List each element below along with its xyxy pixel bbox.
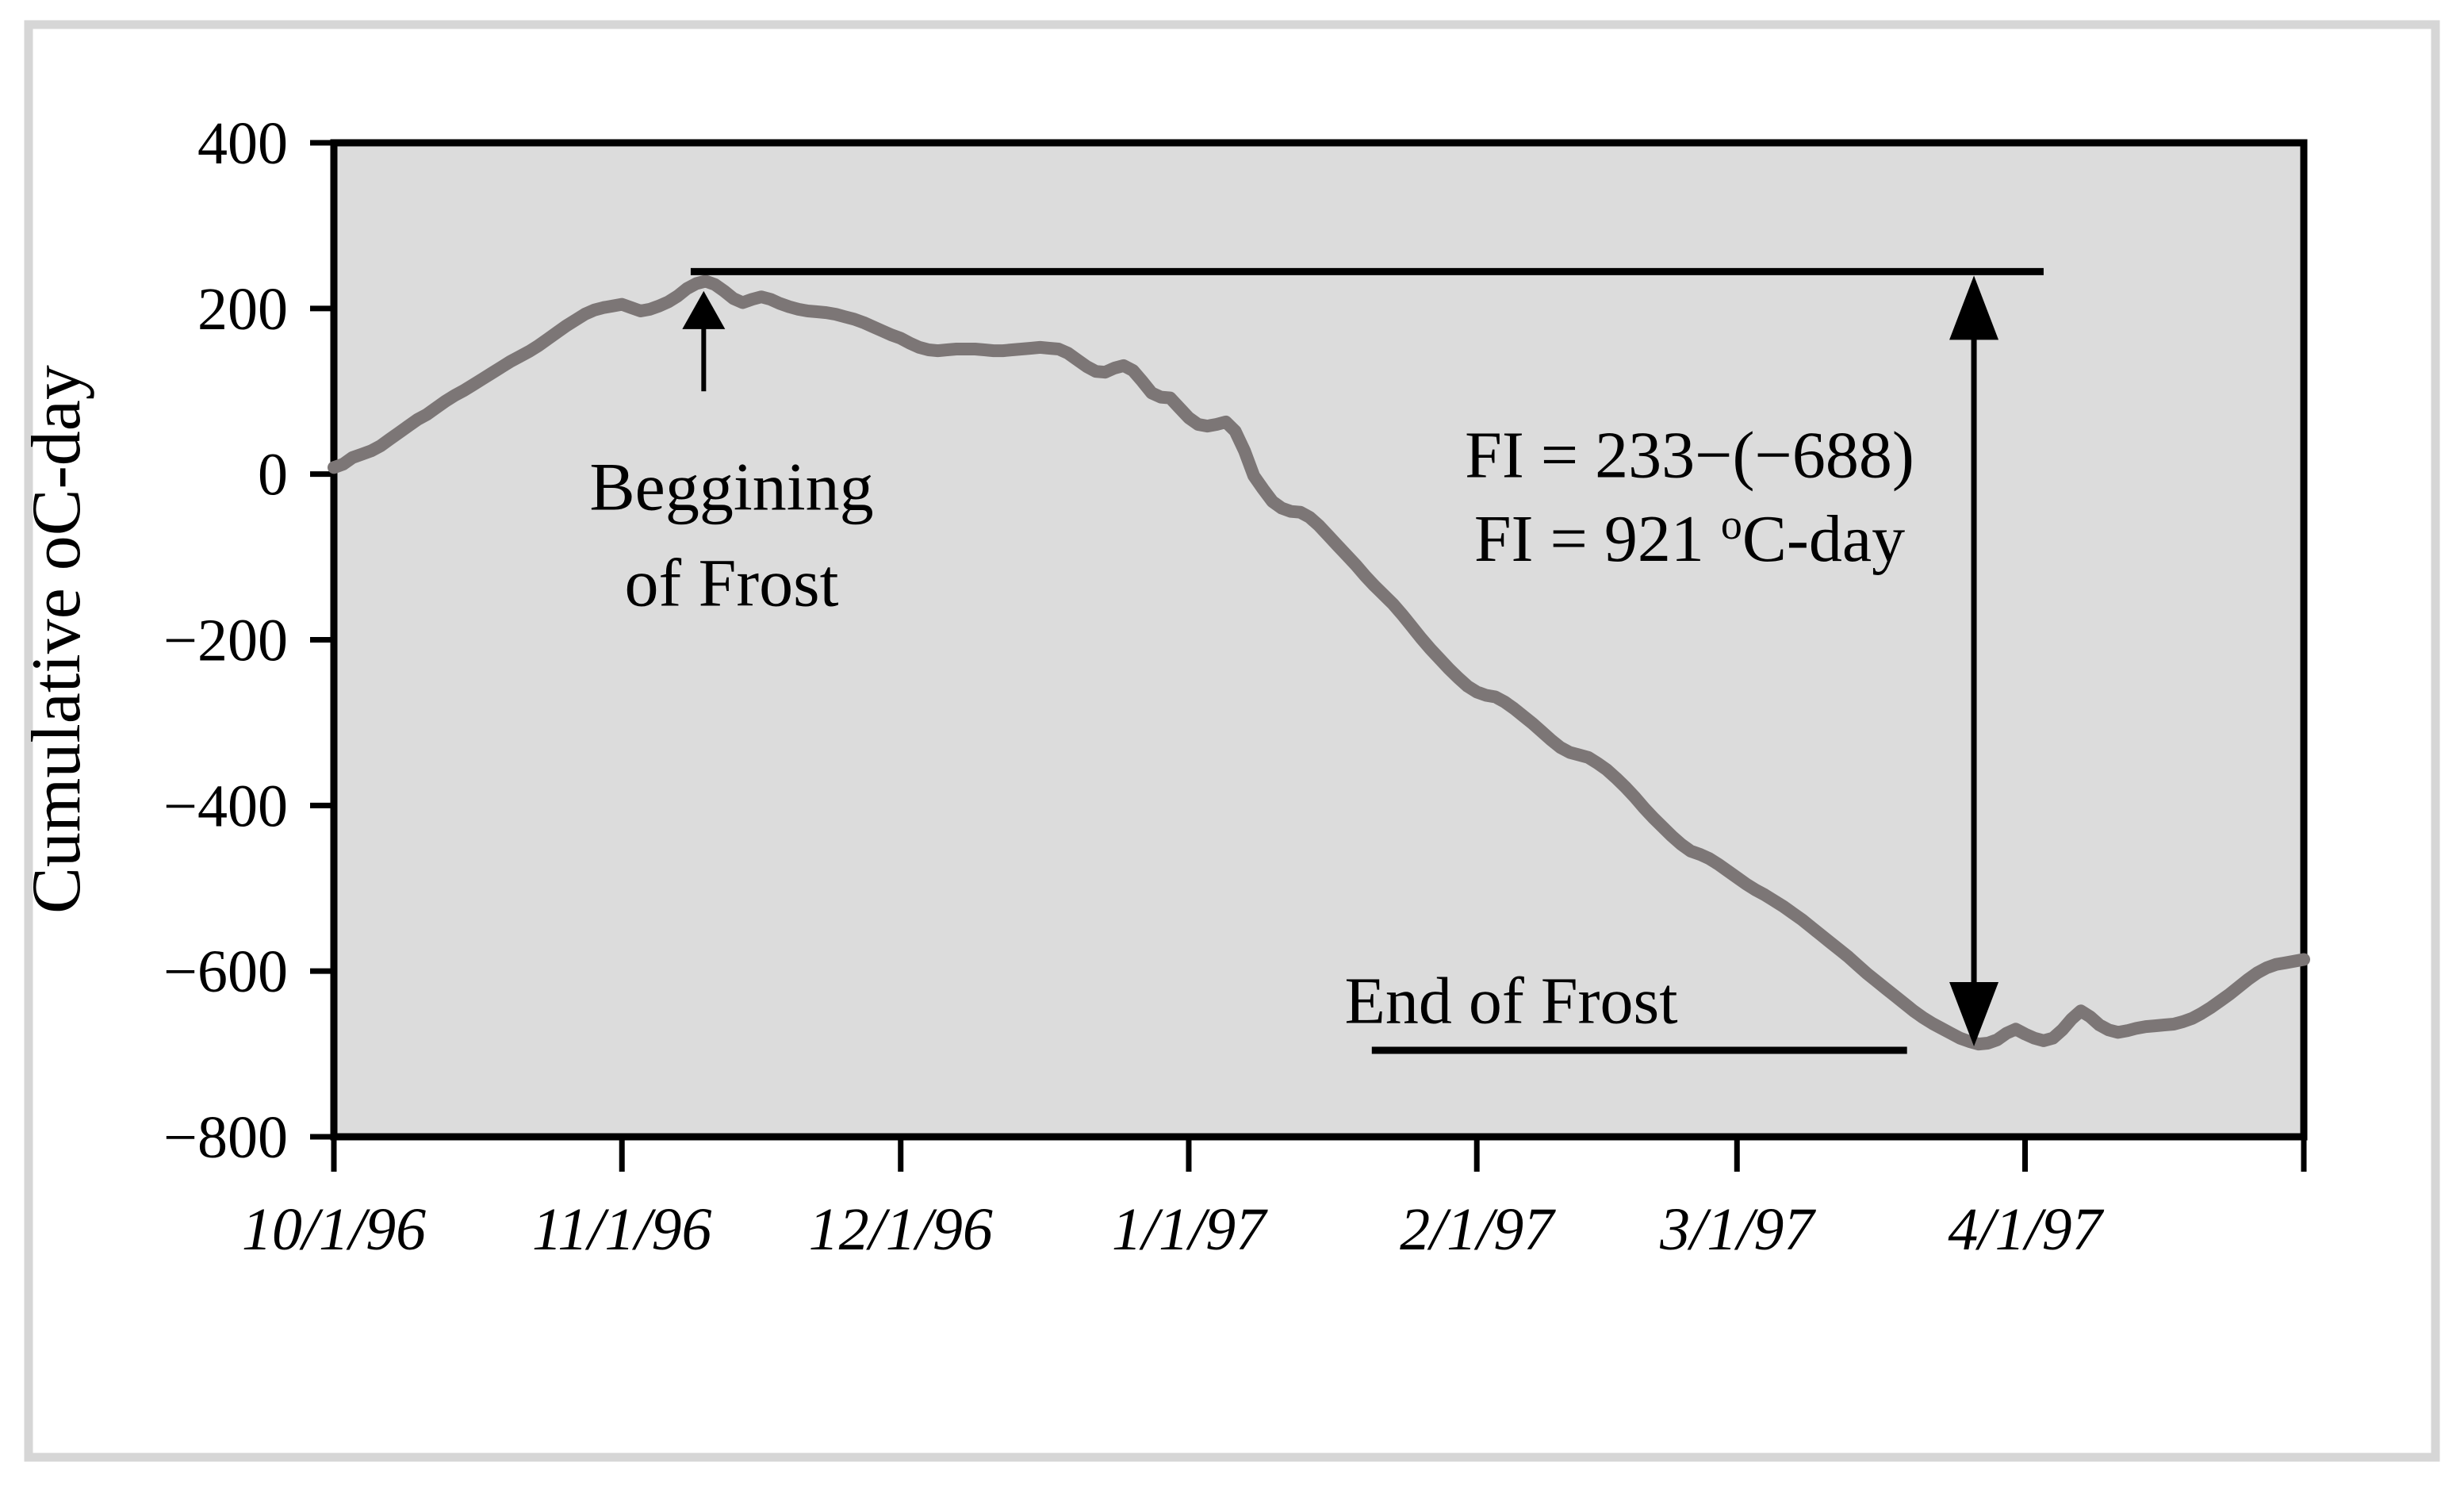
y-axis-title: Cumulative oC-day [18,365,95,914]
series-layer [328,274,2310,1051]
fi-equation-line1: FI = 233−(−688) [1465,419,1914,493]
y-tick-label--600: −600 [163,938,288,1005]
y-tick-label-0: 0 [258,442,288,508]
annotations-layer: Beggining of Frost End of Frost FI = 233−(−… [589,267,2044,1054]
plot-area [330,139,2308,1141]
figure-border [24,20,2440,1462]
y-tick-label--400: −400 [163,773,288,839]
frost-index-arrowhead-up [1949,275,1999,340]
fi-line2-prefix: FI = 921 [1474,502,1721,576]
figure-frame-layer [24,20,2440,1462]
begin-frost-arrowhead [682,290,726,329]
x-tick-label-11-1-96: 11/1/96 [532,1196,712,1263]
begin-frost-label-line1: Beggining [589,448,873,524]
x-tick-label-12-1-96: 12/1/96 [809,1196,993,1263]
axes-layer: 400 200 0 −200 −400 −600 −800 Cumulative oC-day… [18,110,2308,1263]
y-tick-label-200: 200 [197,276,288,343]
x-tick-label-2-1-97: 2/1/97 [1400,1196,1556,1263]
x-tick-label-1-1-97: 1/1/97 [1112,1196,1268,1263]
x-tick-label-3-1-97: 3/1/97 [1659,1196,1816,1263]
fi-line2-unit: C-day [1742,502,1905,576]
y-tick-label--200: −200 [163,608,288,674]
y-tick-label-400: 400 [197,110,288,177]
end-frost-label: End of Frost [1345,965,1678,1038]
y-tick-label--800: −800 [163,1104,288,1171]
x-tick-label-4-1-97: 4/1/97 [1948,1196,2104,1263]
fi-line2-superscript: o [1721,501,1742,548]
cumulative-degree-day-curve [328,274,2310,1051]
begin-frost-label-line2: of Frost [625,544,839,620]
x-tick-label-10-1-96: 10/1/96 [242,1196,426,1263]
frost-index-arrowhead-down [1949,982,1999,1047]
fi-equation-line2: FI = 921 oC-day [1474,501,1905,576]
